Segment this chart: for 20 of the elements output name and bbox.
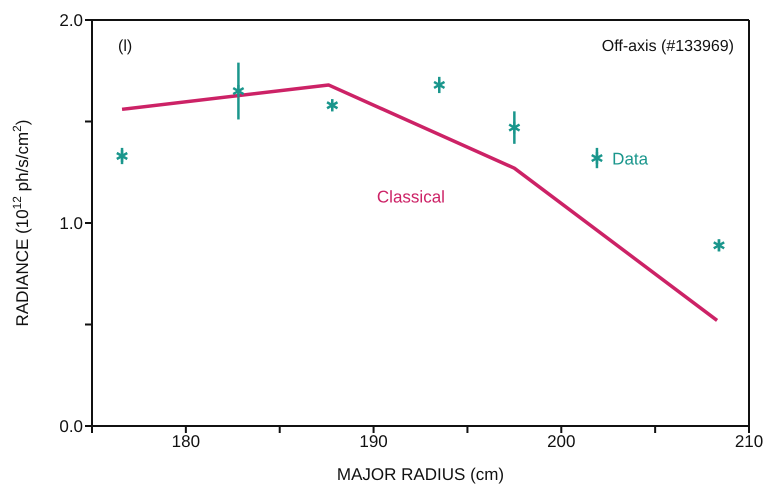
- point: [326, 98, 339, 113]
- y-tick-label: 0.0: [59, 417, 83, 436]
- point: [508, 120, 521, 135]
- x-tick-label: 190: [359, 432, 388, 452]
- x-tick-label: 200: [547, 432, 576, 452]
- y-tick-label: 1.0: [59, 214, 83, 234]
- series-label: Data: [612, 150, 649, 169]
- annotation: Off-axis (#133969): [602, 38, 734, 55]
- point: [232, 84, 245, 98]
- point: [432, 78, 446, 92]
- point: [590, 150, 604, 166]
- line-series: [120, 83, 719, 322]
- x-axis-title: MAJOR RADIUS (cm): [336, 465, 504, 484]
- text: Classical: [376, 187, 445, 206]
- x-tick-label: 180: [172, 432, 200, 452]
- point: [116, 148, 129, 164]
- annotation: (l): [118, 38, 132, 55]
- y-tick-label: 2.0: [59, 11, 83, 30]
- x-tick-label: 210: [734, 432, 764, 452]
- point: [712, 238, 726, 253]
